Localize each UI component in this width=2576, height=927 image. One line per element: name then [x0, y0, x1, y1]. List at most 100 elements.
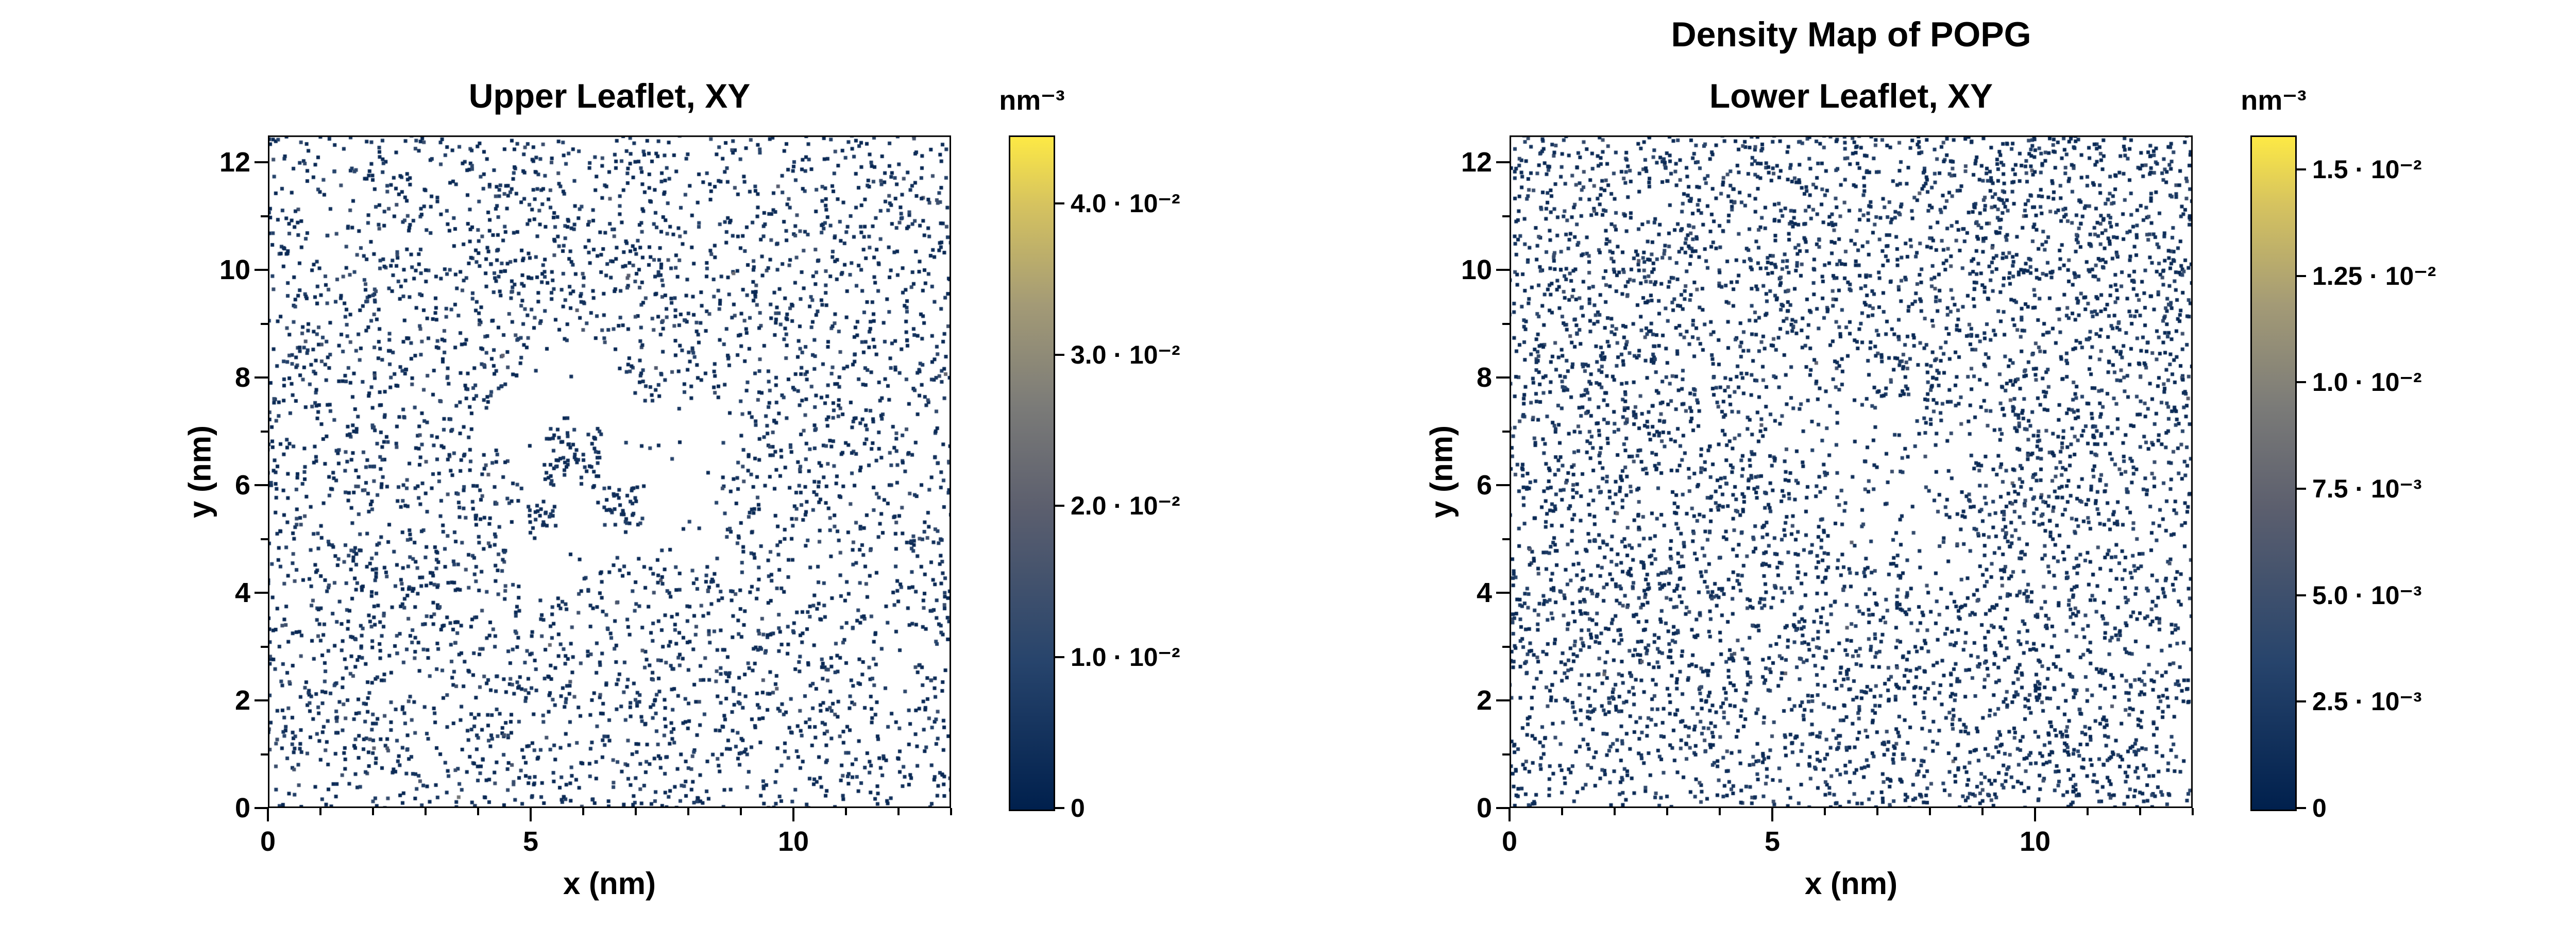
x-tick-labels: 0 5 10	[1502, 826, 2193, 862]
y-tick-mark	[1496, 484, 1510, 487]
heatmap-canvas-upper-leaflet	[268, 135, 951, 808]
colorbar-tick-mark	[2297, 488, 2306, 490]
x-tick-mark	[2139, 808, 2141, 815]
y-tick-label: 0	[234, 793, 250, 823]
y-tick-mark	[1496, 161, 1510, 164]
x-tick-marks	[267, 808, 952, 822]
colorbar-tick-label: 0	[1071, 794, 1085, 822]
x-tick-mark	[1561, 808, 1563, 815]
colorbar-tick-label: 7.5 · 10⁻³	[2312, 474, 2422, 504]
y-tick-mark	[1502, 322, 1510, 325]
colorbar-tick-mark	[1055, 807, 1064, 809]
y-tick-mark	[255, 807, 268, 809]
colorbar-tick-label: 5.0 · 10⁻³	[2312, 580, 2422, 610]
colorbar-gradient	[2250, 135, 2297, 811]
colorbar-unit-label: nm⁻³	[2241, 85, 2307, 116]
colorbar-tick-mark	[1055, 353, 1064, 356]
plot-area: 0 5 10 0 2 4 6 8 10 12 x (nm) y (nm)	[183, 135, 952, 901]
y-axis-label: y (nm)	[182, 425, 217, 518]
x-tick-mark	[2192, 808, 2194, 815]
x-tick-mark	[792, 808, 794, 821]
colorbar-tick-mark	[2297, 594, 2306, 596]
y-tick-label: 10	[219, 254, 250, 286]
y-tick-mark	[255, 161, 268, 164]
y-tick-label: 8	[234, 362, 250, 393]
y-tick-mark	[261, 645, 268, 648]
y-tick-marks	[253, 135, 268, 809]
x-tick-mark	[740, 808, 742, 815]
y-tick-label: 4	[1476, 577, 1492, 609]
colorbar-tick-label: 1.0 · 10⁻²	[1071, 642, 1180, 672]
colorbar-tick-mark	[1055, 656, 1064, 658]
y-tick-mark	[1502, 645, 1510, 648]
colorbar-tick-label: 3.0 · 10⁻²	[1071, 340, 1180, 369]
colorbar-tick-mark	[1055, 505, 1064, 507]
x-tick-mark	[1509, 808, 1511, 821]
colorbar-tick-label: 1.25 · 10⁻²	[2312, 261, 2436, 290]
x-axis-label: x (nm)	[1805, 866, 1897, 901]
x-tick-mark	[635, 808, 637, 815]
x-tick-label: 5	[1764, 826, 1781, 857]
x-tick-mark	[2087, 808, 2089, 815]
y-tick-mark	[255, 269, 268, 271]
y-tick-label: 8	[1476, 362, 1492, 393]
y-tick-label: 0	[1476, 793, 1492, 823]
colorbar-tick-mark	[2297, 381, 2306, 384]
x-tick-mark	[1876, 808, 1878, 815]
x-tick-marks	[1509, 808, 2194, 822]
x-tick-mark	[845, 808, 847, 815]
y-tick-marks	[1495, 135, 1510, 809]
x-tick-label: 0	[1501, 826, 1518, 857]
x-tick-labels: 0 5 10	[260, 826, 951, 862]
y-tick-mark	[1502, 538, 1510, 540]
x-tick-mark	[1666, 808, 1668, 815]
x-tick-mark	[1929, 808, 1931, 815]
colorbar-gradient	[1009, 135, 1055, 811]
y-tick-label: 6	[234, 470, 250, 501]
y-tick-mark	[1496, 699, 1510, 702]
y-tick-label: 4	[234, 577, 250, 609]
x-tick-mark	[1981, 808, 1984, 815]
colorbar-tick-label: 2.0 · 10⁻²	[1071, 491, 1180, 521]
x-tick-mark	[950, 808, 952, 815]
y-tick-mark	[1502, 753, 1510, 756]
y-tick-mark	[255, 699, 268, 702]
panel-lower-leaflet-xy: Lower Leaflet, XY 0 5 10 0 2 4 6 8 10 12 x (nm) …	[1396, 0, 2576, 927]
y-tick-labels: 0 2 4 6 8 10 12	[163, 135, 250, 823]
y-tick-mark	[1496, 807, 1510, 809]
y-tick-mark	[1496, 269, 1510, 271]
x-tick-mark	[1719, 808, 1721, 815]
y-tick-label: 2	[234, 685, 250, 716]
plot-area: 0 5 10 0 2 4 6 8 10 12 x (nm) y (nm)	[1425, 135, 2194, 901]
figure-suptitle: Density Map of POPG	[1671, 15, 2031, 54]
y-tick-mark	[261, 215, 268, 217]
colorbar-tick-label: 1.5 · 10⁻²	[2312, 155, 2422, 184]
colorbar-tick-mark	[2297, 168, 2306, 171]
y-tick-mark	[261, 322, 268, 325]
y-tick-label: 12	[219, 147, 250, 178]
x-tick-mark	[582, 808, 584, 815]
x-tick-label: 5	[522, 826, 539, 857]
y-tick-mark	[261, 430, 268, 433]
x-tick-mark	[372, 808, 374, 815]
y-tick-mark	[255, 484, 268, 487]
x-tick-mark	[1771, 808, 1773, 821]
panel-title: Upper Leaflet, XY	[468, 77, 751, 115]
x-tick-label: 10	[777, 826, 809, 857]
x-tick-mark	[687, 808, 689, 815]
y-tick-labels: 0 2 4 6 8 10 12	[1404, 135, 1492, 823]
x-tick-mark	[1824, 808, 1826, 815]
panel-upper-leaflet-xy: Upper Leaflet, XY 0 5 10 0 2 4 6 8 10 12 x (nm) …	[155, 0, 1340, 927]
y-tick-label: 2	[1476, 685, 1492, 716]
x-tick-mark	[530, 808, 532, 821]
x-tick-mark	[1614, 808, 1616, 815]
x-axis-label: x (nm)	[563, 866, 656, 901]
y-tick-label: 6	[1476, 470, 1492, 501]
colorbar-tick-mark	[2297, 807, 2306, 809]
colorbar-tick-mark	[1055, 202, 1064, 205]
x-tick-mark	[319, 808, 321, 815]
colorbar-tick-label: 2.5 · 10⁻³	[2312, 687, 2422, 716]
y-tick-label: 10	[1461, 254, 1492, 286]
y-tick-mark	[261, 538, 268, 540]
colorbar-tick-label: 0	[2312, 794, 2327, 822]
